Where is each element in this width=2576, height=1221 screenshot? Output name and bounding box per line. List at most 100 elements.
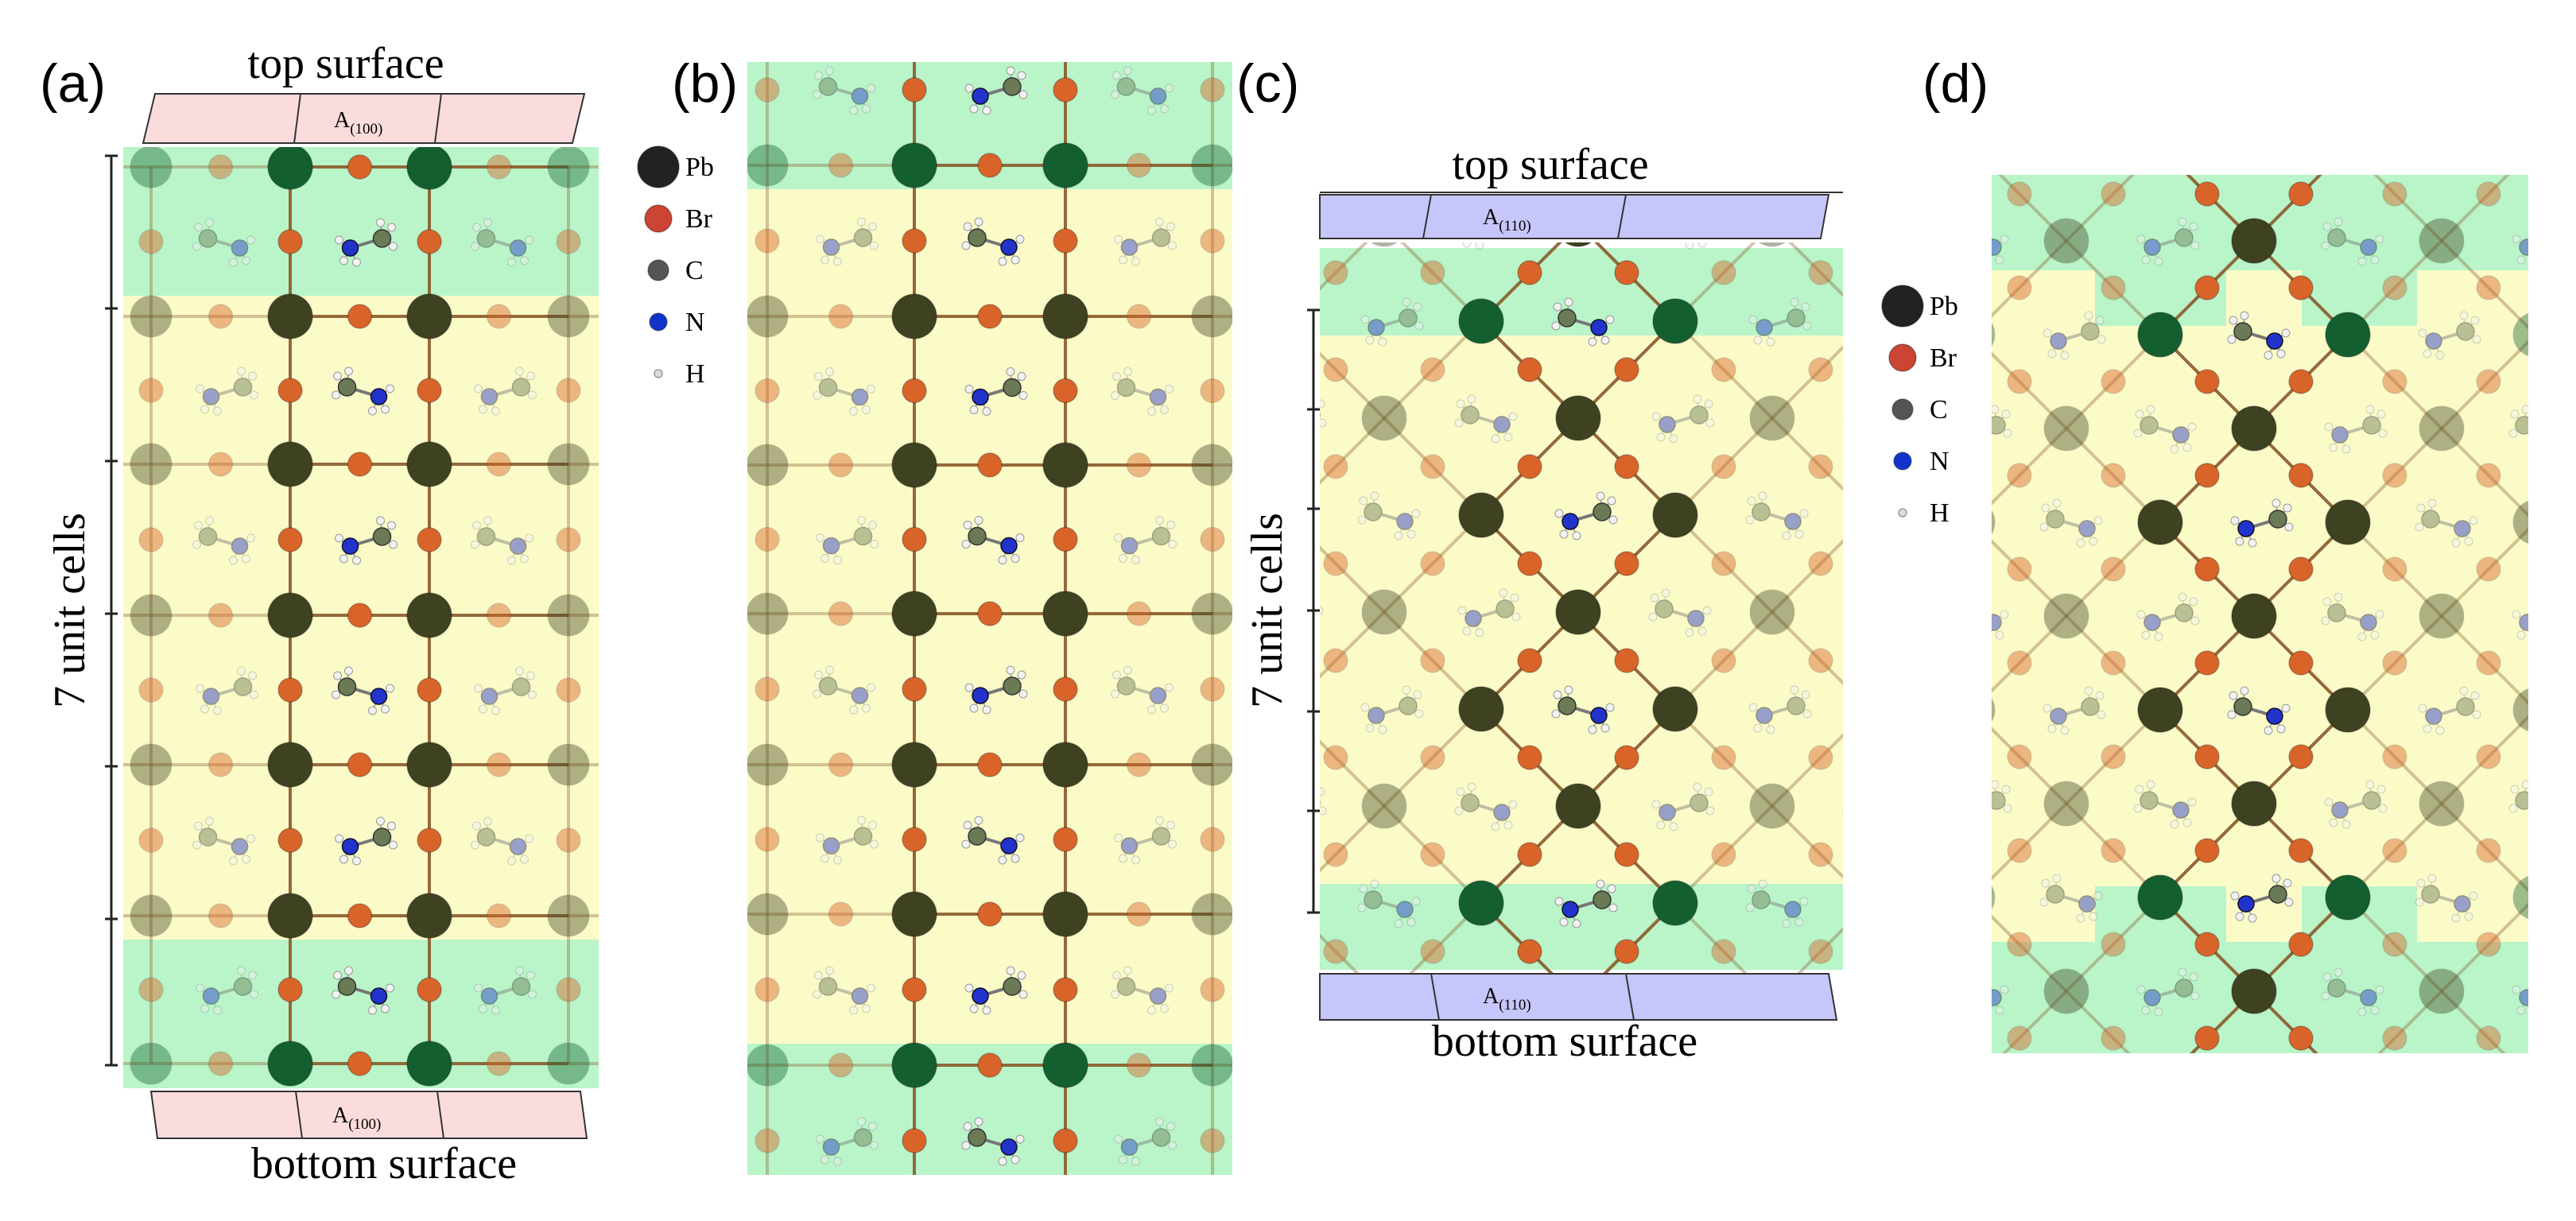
n-atom (1562, 126, 1578, 141)
h-atom (1310, 239, 1318, 247)
c-atom (712, 978, 729, 995)
h-atom (528, 390, 537, 400)
h-atom (1953, 686, 1961, 694)
pb-atom (2325, 687, 2371, 733)
h-atom (2321, 991, 2330, 1001)
br-atom (1126, 153, 1152, 178)
h-atom (1168, 1141, 1177, 1150)
c-atom (1296, 677, 1313, 695)
h-atom (1851, 1015, 1859, 1023)
h-atom (520, 554, 529, 564)
h-atom (196, 684, 204, 693)
pb-atom (2419, 781, 2465, 827)
h-atom (474, 384, 483, 393)
h-atom (2370, 630, 2380, 640)
br-atom (1200, 1128, 1225, 1153)
c-atom (1988, 1167, 2005, 1184)
h-atom (1155, 217, 1164, 227)
n-atom (2548, 802, 2564, 818)
br-atom (1808, 357, 1833, 382)
h-atom (1360, 703, 1370, 712)
c-atom (1752, 890, 1771, 909)
c-atom (1116, 77, 1136, 96)
c-atom (2268, 510, 2287, 529)
h-atom (720, 855, 727, 862)
h-atom (961, 839, 971, 849)
br-atom (2007, 463, 2032, 488)
methylammonium-molecule (1992, 610, 2009, 640)
methylammonium-molecule (1685, 242, 1707, 250)
n-atom (2172, 801, 2190, 819)
c-atom (617, 978, 634, 995)
h-atom (1846, 994, 1854, 1002)
br-atom (977, 1052, 1003, 1078)
methylammonium-molecule (1357, 879, 1421, 928)
h-atom (2235, 912, 2244, 921)
h-atom (2004, 1180, 2012, 1188)
methylammonium-molecule (2321, 592, 2384, 642)
h-atom (2334, 217, 2343, 227)
h-atom (2416, 503, 2426, 513)
h-atom (386, 684, 394, 693)
c-atom (1992, 791, 2006, 810)
legend-label-h: H (685, 359, 705, 389)
h-atom (1704, 399, 1713, 409)
pb-br-bond (1674, 417, 1774, 517)
br-atom (2570, 1120, 2576, 1144)
h-atom (91, 407, 99, 415)
pb-br-bond (2535, 616, 2576, 710)
h-atom (647, 707, 655, 715)
h-atom (1801, 302, 1810, 312)
c-atom (1787, 308, 1806, 328)
br-atom (1271, 902, 1294, 926)
n-atom (202, 688, 220, 705)
pb-atom (891, 742, 937, 788)
c-atom (2422, 135, 2439, 153)
h-atom (1299, 368, 1307, 376)
h-atom (2357, 632, 2367, 642)
h-atom (2089, 162, 2097, 170)
h-atom (1018, 391, 1028, 400)
h-atom (2136, 610, 2146, 619)
pb-atom (2419, 968, 2465, 1014)
br-atom (1808, 454, 1833, 479)
panel-c-top-slab: A(110) (1319, 192, 1843, 239)
pb-br-bond (2066, 1085, 2160, 1179)
c-atom (476, 828, 496, 847)
methylammonium-molecule (2509, 30, 2571, 78)
h-atom (2276, 349, 2286, 359)
methylammonium-molecule (1320, 399, 1327, 428)
br-atom (486, 752, 512, 777)
br-atom (1914, 370, 1938, 393)
pb-atom (1749, 589, 1795, 635)
h-atom (2324, 797, 2334, 807)
methylammonium-molecule (1992, 405, 2012, 438)
pb-br-bond (2348, 1085, 2442, 1179)
c-atom (1364, 115, 1382, 133)
h-atom (1865, 687, 1873, 695)
pb-atom (2512, 875, 2528, 920)
h-atom (2001, 409, 2011, 419)
h-atom (248, 371, 257, 381)
h-atom (387, 521, 396, 530)
c-atom (372, 828, 392, 847)
h-atom (813, 90, 821, 99)
h-atom (2052, 874, 2062, 883)
br-atom (2570, 463, 2576, 487)
br-atom (486, 304, 512, 329)
pb-br-bond (1408, 901, 1483, 974)
c-atom (1690, 405, 1709, 424)
c-atom (198, 527, 218, 546)
c-atom (1558, 1085, 1576, 1103)
h-atom (2135, 409, 2144, 419)
h-atom (2141, 1006, 2151, 1015)
n-atom (2143, 238, 2161, 256)
h-atom (1897, 124, 1905, 132)
h-atom (1114, 1134, 1123, 1144)
h-atom (1261, 1001, 1269, 1009)
h-atom (2188, 48, 2196, 56)
br-atom (2007, 838, 2032, 863)
legend-label-n: N (685, 308, 705, 337)
h-atom (2188, 1173, 2196, 1181)
h-atom (2365, 780, 2375, 789)
